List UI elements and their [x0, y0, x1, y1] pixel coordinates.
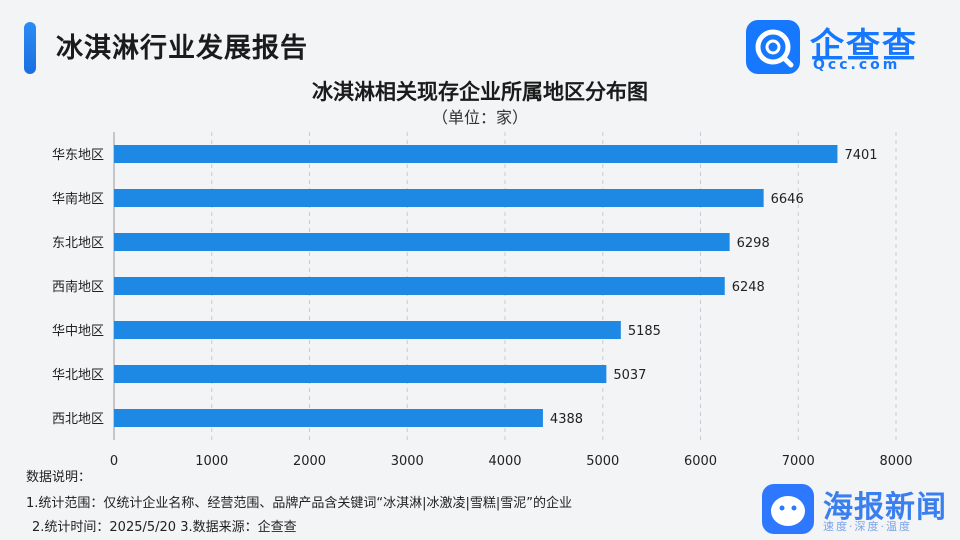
y-tick-label: 华东地区	[52, 148, 104, 163]
brand-logo-text: 企查查	[810, 26, 918, 66]
brand-logo-url: Qcc.com	[813, 57, 901, 73]
qcc-logo-icon	[746, 20, 800, 74]
media-slogan: 速度·深度·温度	[823, 520, 912, 533]
media-logo-icon	[762, 484, 814, 534]
x-tick-label: 6000	[684, 454, 717, 469]
x-tick-label: 0	[110, 454, 118, 469]
note-scope: 1.统计范围：仅统计企业名称、经营范围、品牌产品含关键词“冰淇淋|冰激凌|雪糕|…	[26, 496, 573, 511]
y-tick-label: 西北地区	[52, 412, 104, 427]
x-tick-label: 4000	[488, 454, 521, 469]
note-time-source: 2.统计时间：2025/5/20 3.数据来源：企查查	[32, 520, 297, 535]
data-label: 5037	[613, 368, 646, 383]
notes-title: 数据说明：	[26, 470, 92, 485]
data-label: 6646	[771, 192, 804, 207]
x-tick-label: 5000	[586, 454, 619, 469]
y-tick-label: 西南地区	[52, 279, 104, 295]
y-tick-label: 华南地区	[52, 191, 104, 207]
bar	[114, 321, 621, 339]
bar	[114, 233, 730, 251]
data-label: 7401	[844, 148, 877, 163]
bar	[114, 365, 607, 383]
x-tick-label: 3000	[391, 454, 424, 469]
bar	[114, 277, 725, 295]
x-tick-label: 2000	[293, 454, 326, 469]
data-label: 4388	[550, 412, 583, 427]
x-tick-label: 7000	[782, 454, 815, 469]
chart-unit: （单位：家）	[431, 108, 528, 127]
data-label: 6248	[732, 280, 765, 295]
bar	[114, 409, 543, 427]
bar	[114, 145, 838, 163]
bar	[114, 189, 764, 207]
y-tick-label: 华北地区	[52, 368, 104, 383]
title-accent-bar	[24, 22, 36, 74]
y-tick-label: 华中地区	[52, 324, 104, 339]
y-tick-label: 东北地区	[52, 236, 104, 251]
x-tick-label: 8000	[879, 454, 912, 469]
media-logo-text: 海报新闻	[823, 490, 947, 525]
x-tick-label: 1000	[195, 454, 228, 469]
report-title: 冰淇淋行业发展报告	[56, 33, 308, 64]
data-label: 6298	[737, 236, 770, 251]
chart-title: 冰淇淋相关现存企业所属地区分布图	[312, 80, 648, 104]
data-label: 5185	[628, 324, 661, 339]
